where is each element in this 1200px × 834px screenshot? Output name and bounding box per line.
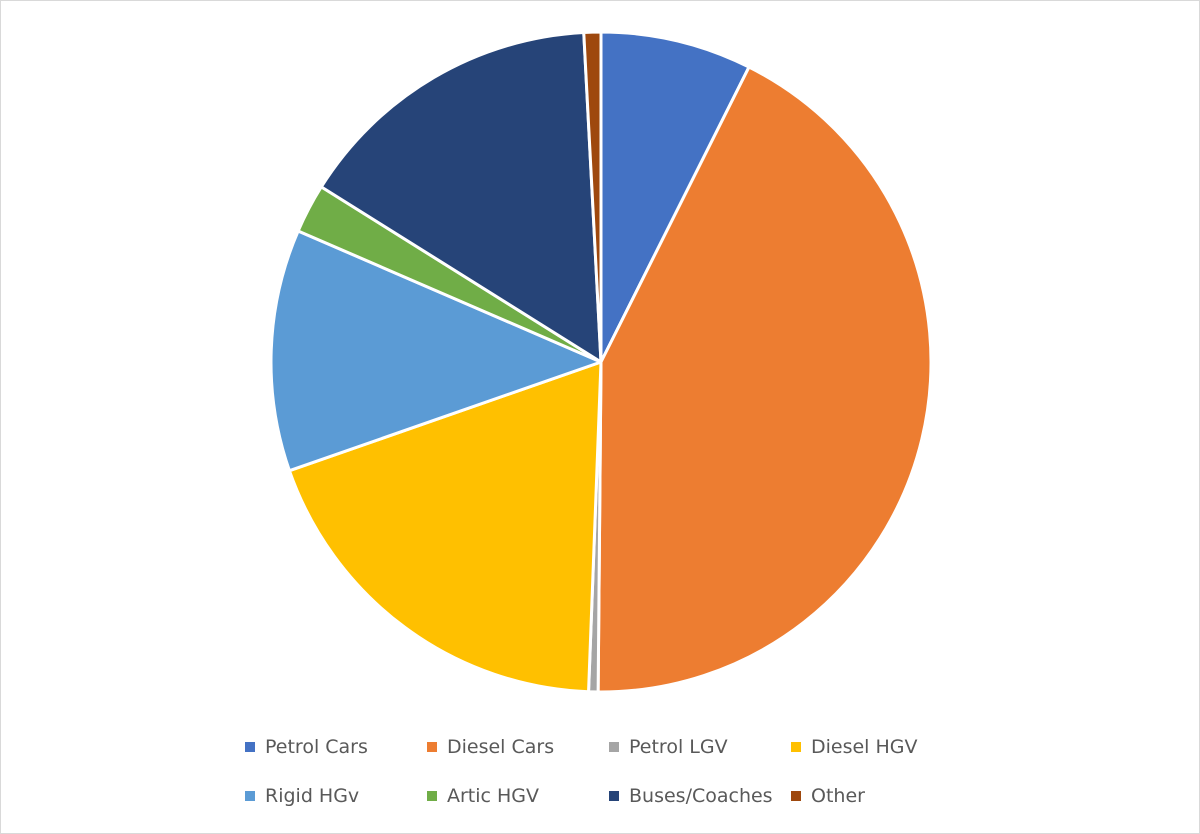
legend-item: Other <box>791 785 991 807</box>
pie-slice-buses-coaches <box>319 30 603 364</box>
pie-slice-other <box>582 30 603 364</box>
legend-label: Buses/Coaches <box>629 785 773 807</box>
legend-label: Diesel Cars <box>447 736 555 758</box>
legend-label: Other <box>811 785 865 807</box>
legend-swatch-diesel-cars <box>427 742 437 752</box>
legend-item: Petrol Cars <box>245 736 427 758</box>
legend-label: Petrol Cars <box>265 736 368 758</box>
legend-item: Diesel Cars <box>427 736 609 758</box>
legend-row: Petrol Cars Diesel Cars Petrol LGV Diese… <box>245 731 1005 763</box>
pie-slice-diesel-cars <box>596 65 933 694</box>
legend-swatch-artic-hgv <box>427 791 437 801</box>
legend-swatch-diesel-hgv <box>791 742 801 752</box>
legend-row: Rigid HGv Artic HGV Buses/Coaches Other <box>245 780 1005 812</box>
legend-label: Diesel HGV <box>811 736 918 758</box>
legend-item: Rigid HGv <box>245 785 427 807</box>
pie-slice-rigid-hgv <box>269 229 603 473</box>
legend-swatch-buses-coaches <box>609 791 619 801</box>
legend-swatch-petrol-cars <box>245 742 255 752</box>
legend-item: Petrol LGV <box>609 736 791 758</box>
legend-label: Rigid HGv <box>265 785 360 807</box>
legend-swatch-rigid-hgv <box>245 791 255 801</box>
legend-swatch-other <box>791 791 801 801</box>
legend-label: Petrol LGV <box>629 736 728 758</box>
legend-swatch-petrol-lgv <box>609 742 619 752</box>
legend-item: Diesel HGV <box>791 736 991 758</box>
pie-slice-petrol-cars <box>599 30 751 364</box>
legend: Petrol Cars Diesel Cars Petrol LGV Diese… <box>245 731 1005 829</box>
legend-label: Artic HGV <box>447 785 540 807</box>
legend-item: Artic HGV <box>427 785 609 807</box>
legend-item: Buses/Coaches <box>609 785 791 807</box>
